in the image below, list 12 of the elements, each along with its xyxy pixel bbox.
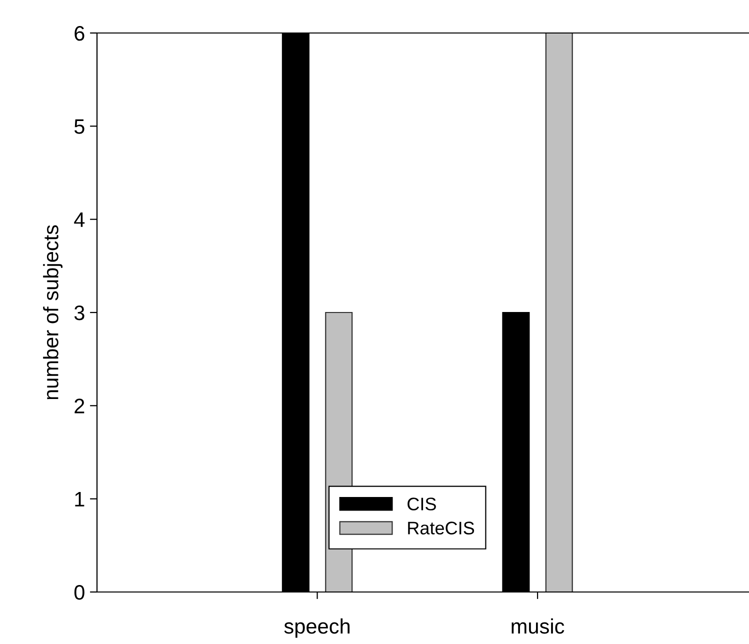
y-tick-label: 0 (74, 585, 84, 600)
legend-label: CIS (408, 498, 436, 510)
y-tick-label: 2 (74, 398, 84, 414)
y-tick-label: 6 (74, 26, 84, 41)
y-tick-label: 1 (75, 492, 84, 506)
y-axis-title: number of subjects (43, 225, 62, 400)
x-tick-label: speech (284, 618, 350, 638)
y-tick-label: 5 (74, 119, 84, 134)
y-tick-label: 4 (74, 212, 85, 227)
x-tick-label: music (512, 618, 564, 634)
legend-label: RateCIS (408, 522, 474, 534)
y-tick-label: 3 (74, 306, 84, 320)
